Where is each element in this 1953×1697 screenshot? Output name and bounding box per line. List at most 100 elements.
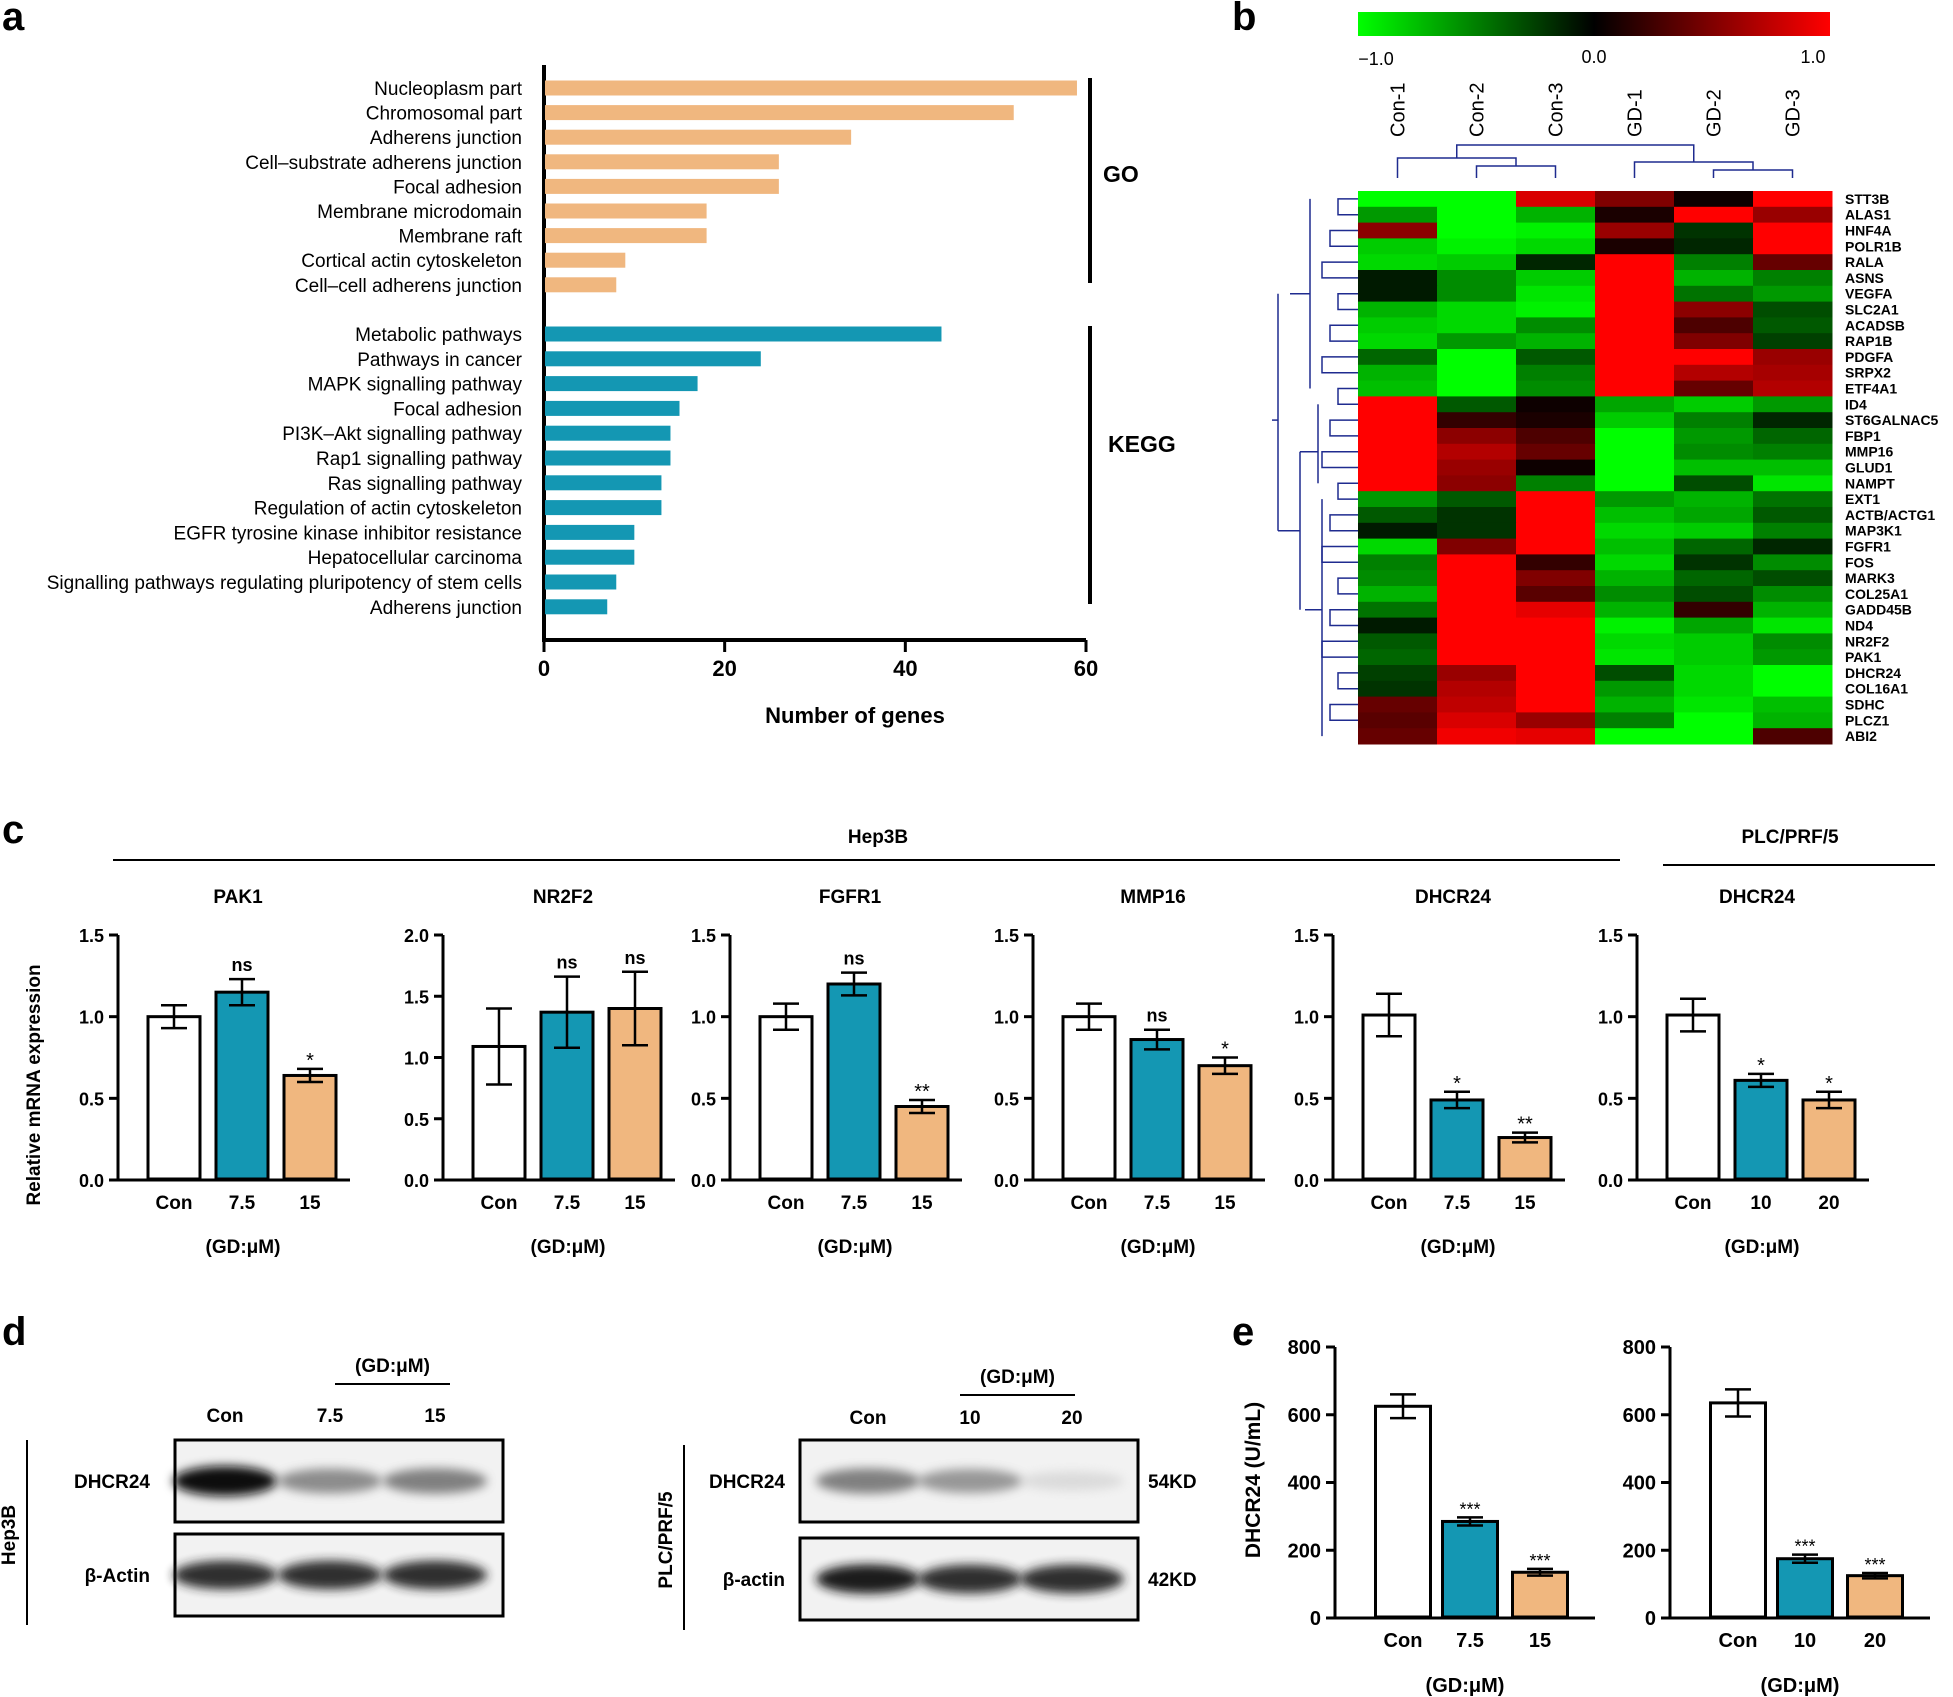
heat-cell-15-0: [1358, 428, 1438, 445]
heat-cell-15-2: [1516, 428, 1596, 445]
heat-row-label: ACTB/ACTG1: [1845, 507, 1935, 523]
heat-row-label: ALAS1: [1845, 207, 1891, 223]
a-go-label: GO: [1103, 161, 1139, 187]
c1-category-label: 7.5: [554, 1193, 581, 1214]
e1-ytick-label: 800: [1623, 1337, 1656, 1359]
heat-col-dendrogram: [1456, 144, 1695, 162]
heat-cell-30-4: [1674, 665, 1754, 682]
c2-ytick-label: 1.5: [691, 926, 716, 946]
a-bar-0-1: [545, 105, 1014, 121]
e0-ytick-label: 600: [1288, 1405, 1321, 1427]
heat-cell-32-2: [1516, 696, 1596, 713]
heat-cell-20-0: [1358, 507, 1438, 524]
panel-d-western-blots: (GD:μM) Con 7.5 15 DHCR24 β-Actin Hep3B (GD:μM)…: [0, 1356, 1197, 1630]
heat-row-dendrogram: [1329, 703, 1358, 722]
heat-cell-4-3: [1595, 254, 1675, 271]
heat-cell-28-0: [1358, 633, 1438, 650]
d-band-DHCR24-0: [816, 1468, 920, 1494]
heat-cell-21-2: [1516, 522, 1596, 540]
c5-bar-1: [1733, 1078, 1789, 1181]
heat-cell-28-4: [1674, 633, 1754, 650]
heat-cell-29-3: [1595, 649, 1675, 666]
heat-row-label: PDGFA: [1845, 349, 1893, 365]
heat-row-dendrogram: [1321, 640, 1358, 658]
heat-cell-27-1: [1437, 617, 1517, 634]
heat-cell-6-4: [1674, 285, 1754, 303]
heat-cell-29-0: [1358, 649, 1438, 666]
a-category-label: Adherens junction: [370, 128, 522, 149]
scale-label-min: −1.0: [1358, 49, 1394, 69]
heat-cell-30-2: [1516, 665, 1596, 682]
heat-cell-6-2: [1516, 285, 1596, 303]
heat-row-dendrogram: [1329, 608, 1358, 627]
heat-row-dendrogram: [1337, 292, 1358, 311]
d-lane-label: 7.5: [317, 1406, 344, 1427]
heat-col-dendrogram: [1396, 157, 1517, 178]
heat-cell-33-0: [1358, 712, 1438, 729]
c2-category-label: 15: [911, 1193, 933, 1214]
c2-ytick-label: 1.0: [691, 1008, 716, 1028]
c3-significance-1: ns: [1146, 1006, 1167, 1026]
heat-cell-11-2: [1516, 364, 1596, 382]
heat-cell-20-2: [1516, 507, 1596, 524]
heat-cell-0-2: [1516, 191, 1596, 208]
c0-category-label: 7.5: [229, 1193, 256, 1214]
scale-label-mid: 0.0: [1581, 47, 1606, 67]
heat-cell-11-1: [1437, 364, 1517, 382]
c5-significance-2: *: [1825, 1073, 1833, 1095]
heat-cell-5-1: [1437, 270, 1517, 287]
heat-cell-32-0: [1358, 696, 1438, 713]
d-band-name: DHCR24: [709, 1472, 785, 1493]
heat-cell-19-2: [1516, 491, 1596, 508]
d-band-size: 42KD: [1148, 1570, 1197, 1591]
heat-cell-2-1: [1437, 222, 1517, 239]
c4-bar-1: [1429, 1098, 1485, 1181]
heat-cell-29-4: [1674, 649, 1754, 666]
c-ylabel: Relative mRNA expression: [24, 964, 45, 1205]
heat-cell-7-2: [1516, 301, 1596, 318]
heat-cell-5-2: [1516, 270, 1596, 287]
heat-cell-7-5: [1753, 301, 1833, 318]
a-bar-0-4: [545, 178, 779, 194]
heat-row-dendrogram: [1321, 261, 1358, 279]
heat-cell-7-4: [1674, 301, 1754, 318]
panel-letter-d: d: [2, 1310, 26, 1354]
heat-cell-14-3: [1595, 412, 1675, 429]
heat-row-dendrogram: [1321, 356, 1358, 374]
d-band-DHCR24-2: [1020, 1471, 1124, 1491]
heat-cell-29-5: [1753, 649, 1833, 666]
c2-significance-1: ns: [843, 949, 864, 969]
a-category-label: Metabolic pathways: [355, 325, 522, 346]
a-bar-1-0: [545, 326, 942, 342]
d-lane-label: Con: [850, 1408, 887, 1429]
heat-row-label: ST6GALNAC5: [1845, 412, 1939, 428]
e1-bar-2: [1846, 1574, 1904, 1619]
c0-bar-1: [214, 990, 270, 1181]
heat-cell-14-0: [1358, 412, 1438, 429]
heat-cell-32-1: [1437, 696, 1517, 713]
heat-row-label: VEGFA: [1845, 286, 1892, 302]
c0-ytick-label: 1.5: [79, 926, 104, 946]
heat-cell-23-4: [1674, 554, 1754, 571]
heat-cell-21-4: [1674, 522, 1754, 540]
c3-category-label: 7.5: [1144, 1193, 1171, 1214]
heat-cell-32-4: [1674, 696, 1754, 713]
c4-category-label: Con: [1371, 1193, 1408, 1214]
c2-significance-2: **: [914, 1081, 930, 1103]
heat-cell-23-1: [1437, 554, 1517, 571]
heat-row-label: FBP1: [1845, 428, 1881, 444]
d-[object Object]-dose-label: (GD:μM): [355, 1356, 430, 1377]
a-category-label: Pathways in cancer: [357, 350, 522, 371]
a-category-label: Rap1 signalling pathway: [316, 449, 522, 470]
heat-cell-2-2: [1516, 222, 1596, 239]
a-category-label: EGFR tyrosine kinase inhibitor resistanc…: [174, 523, 522, 544]
c5-ytick-label: 0.5: [1598, 1089, 1623, 1109]
heat-cell-22-3: [1595, 538, 1675, 555]
heat-cell-10-2: [1516, 349, 1596, 366]
heat-row-label: ID4: [1845, 396, 1867, 412]
heat-cell-24-2: [1516, 570, 1596, 587]
a-bar-1-10: [545, 574, 617, 590]
d-cell-line-label: PLC/PRF/5: [656, 1491, 677, 1589]
e1-ytick-label: 600: [1623, 1405, 1656, 1427]
